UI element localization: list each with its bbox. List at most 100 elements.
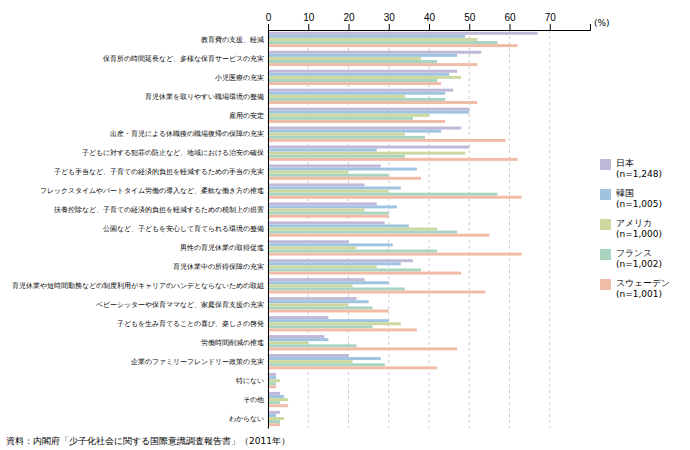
bar bbox=[268, 341, 308, 344]
legend-swatch bbox=[600, 189, 611, 200]
legend-label-line: (n=1,005) bbox=[616, 199, 662, 209]
tick: 30 bbox=[384, 12, 396, 30]
bar bbox=[268, 417, 284, 420]
bar bbox=[268, 357, 381, 360]
tick-label: 20 bbox=[343, 12, 355, 23]
tick: 企業のファミリーフレンドリー政策の充実 bbox=[131, 358, 264, 365]
tick-label: 育児休業中の所得保障の充実 bbox=[173, 262, 264, 271]
tick-mark bbox=[268, 24, 269, 30]
bar bbox=[268, 149, 377, 152]
bar bbox=[268, 265, 377, 268]
tick: 育児休業中の所得保障の充実 bbox=[173, 262, 264, 271]
tick: 子ども手当など、子育ての経済的負担を軽減するための手当の充実 bbox=[54, 167, 264, 176]
tick: 特にない bbox=[236, 377, 264, 385]
bar bbox=[268, 92, 445, 95]
bar bbox=[268, 414, 276, 417]
tick-label: 子ども手当など、子育ての経済的負担を軽減するための手当の充実 bbox=[54, 167, 264, 176]
bar bbox=[268, 98, 445, 101]
bar bbox=[268, 234, 489, 237]
bar bbox=[268, 168, 417, 171]
bar bbox=[268, 95, 405, 98]
bar bbox=[268, 278, 365, 281]
tick-mark bbox=[510, 24, 511, 30]
bar bbox=[268, 44, 518, 47]
bar bbox=[268, 117, 413, 120]
bar bbox=[268, 111, 469, 114]
legend-swatch bbox=[600, 279, 611, 290]
bar bbox=[268, 360, 353, 363]
bar bbox=[268, 303, 349, 306]
bar bbox=[268, 174, 389, 177]
tick: 雇用の安定 bbox=[229, 112, 264, 119]
bar bbox=[268, 60, 437, 63]
bar bbox=[268, 57, 421, 60]
legend-swatch bbox=[600, 249, 611, 260]
bar bbox=[268, 382, 276, 385]
tick: 0 bbox=[266, 12, 272, 30]
chart: 010203040506070教育費の支援、軽減保育所の時間延長など、多様な保育… bbox=[0, 0, 690, 450]
legend-label-line: (n=1,248) bbox=[616, 169, 662, 179]
bar bbox=[268, 155, 405, 158]
tick-label: 特にない bbox=[236, 377, 264, 385]
bars bbox=[268, 32, 538, 426]
bar bbox=[268, 335, 324, 338]
bar bbox=[268, 193, 497, 196]
bar bbox=[268, 89, 453, 92]
tick-label: 労働時間削減の推進 bbox=[201, 339, 264, 347]
tick: 育児休業を取りやすい職場環境の整備 bbox=[145, 92, 264, 101]
bar bbox=[268, 404, 288, 407]
bar bbox=[268, 243, 393, 246]
legend-label: アメリカ(n=1,000) bbox=[616, 218, 662, 239]
tick-label: 雇用の安定 bbox=[229, 112, 264, 119]
bar bbox=[268, 363, 385, 366]
bar bbox=[268, 373, 276, 376]
bar bbox=[268, 215, 389, 218]
tick: 70 bbox=[545, 12, 557, 30]
tick-label: 40 bbox=[424, 12, 436, 23]
bar bbox=[268, 196, 522, 199]
bar bbox=[268, 158, 518, 161]
grid-line bbox=[469, 30, 470, 428]
tick: その他 bbox=[243, 396, 264, 404]
tick-mark bbox=[389, 24, 390, 30]
bar-series bbox=[268, 38, 477, 420]
tick: 扶養控除など、子育ての経済的負担を軽減するための税制上の措置 bbox=[53, 205, 264, 214]
legend-swatch bbox=[600, 159, 611, 170]
bar bbox=[268, 51, 481, 54]
bar bbox=[268, 376, 276, 379]
grid bbox=[268, 30, 550, 428]
tick: 40 bbox=[424, 12, 436, 30]
bar bbox=[268, 411, 280, 414]
bar bbox=[268, 209, 365, 212]
bar bbox=[268, 420, 280, 423]
bar bbox=[268, 221, 385, 224]
bar bbox=[268, 224, 409, 227]
legend-label: 日本(n=1,248) bbox=[616, 158, 662, 179]
bar bbox=[268, 76, 461, 79]
bar bbox=[268, 133, 405, 136]
tick: 60 bbox=[504, 12, 516, 30]
bar bbox=[268, 152, 465, 155]
bar bbox=[268, 136, 425, 139]
grid-line bbox=[268, 30, 269, 428]
bar bbox=[268, 291, 485, 294]
tick: 50 bbox=[464, 12, 476, 30]
bar bbox=[268, 190, 389, 193]
tick-label: 保育所の時間延長など、多様な保育サービスの充実 bbox=[103, 54, 264, 63]
legend-label-line: アメリカ bbox=[616, 218, 652, 228]
bar bbox=[268, 354, 349, 357]
bar bbox=[268, 395, 284, 398]
tick-mark bbox=[429, 24, 430, 30]
source-note: 資料：内閣府「少子化社会に関する国際意識調査報告書」（2011年） bbox=[6, 436, 290, 446]
bar bbox=[268, 231, 457, 234]
bar bbox=[268, 171, 349, 174]
bar bbox=[268, 325, 373, 328]
legend-label: 韓国(n=1,005) bbox=[616, 188, 662, 209]
bar bbox=[268, 401, 280, 404]
tick: 10 bbox=[303, 12, 315, 30]
bar-series bbox=[268, 32, 538, 414]
legend-entry: 日本(n=1,248) bbox=[600, 158, 662, 179]
tick: 保育所の時間延長など、多様な保育サービスの充実 bbox=[103, 54, 264, 63]
tick: 20 bbox=[343, 12, 355, 30]
bar bbox=[268, 287, 405, 290]
